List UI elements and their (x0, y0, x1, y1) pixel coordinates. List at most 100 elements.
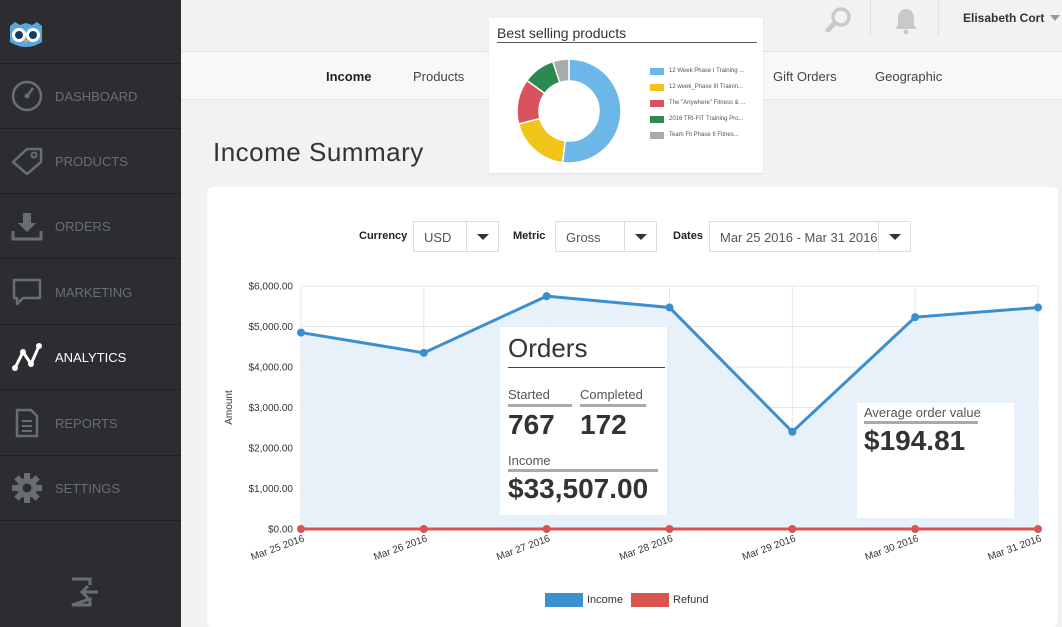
refund-point[interactable] (788, 525, 797, 533)
sidebar-item-label: ANALYTICS (55, 349, 127, 365)
legend-item[interactable]: 2016 TRI-FIT Training Pro... (650, 113, 745, 125)
income-point[interactable] (911, 313, 920, 322)
refund-point[interactable] (911, 525, 920, 533)
legend-label: Team Fit Phase II Fitnes... (669, 132, 739, 138)
legend-swatch (650, 83, 664, 91)
sidebar-item-label: ORDERS (55, 218, 111, 234)
tab-income[interactable]: Income (326, 69, 372, 84)
legend-item[interactable]: 12 Week Phase I Training ... (650, 65, 745, 77)
chevron-down-icon[interactable] (624, 222, 656, 251)
sidebar-item-dashboard[interactable]: DASHBOARD (0, 64, 181, 129)
y-tick-label: $4,000.00 (249, 363, 294, 374)
legend-label: 12 week_Phase III Trainin... (669, 84, 744, 90)
sidebar-item-marketing[interactable]: MARKETING (0, 260, 181, 325)
average-order-underline (864, 421, 978, 424)
tab-gift-orders[interactable]: Gift Orders (773, 69, 837, 84)
dates-value: Mar 25 2016 - Mar 31 2016 (720, 230, 878, 245)
sidebar-item-analytics[interactable]: ANALYTICS (0, 325, 181, 390)
x-tick-label: Mar 28 2016 (618, 533, 675, 563)
metric-label: Metric (513, 230, 546, 242)
sidebar-item-orders[interactable]: ORDERS (0, 194, 181, 259)
y-tick-label: $3,000.00 (249, 403, 294, 414)
metric-value: Gross (566, 230, 601, 245)
header-divider (870, 0, 871, 36)
donut-slice[interactable] (551, 58, 570, 84)
metric-select[interactable]: Gross (555, 221, 657, 252)
legend-swatch (631, 593, 669, 607)
best-selling-donut (516, 58, 622, 164)
income-point[interactable] (542, 292, 551, 301)
refund-point[interactable] (419, 525, 428, 533)
income-point[interactable] (665, 303, 674, 312)
chat-bubble-icon (10, 275, 44, 309)
owl-logo-icon (10, 22, 42, 47)
page-title: Income Summary (213, 137, 424, 167)
income-point[interactable] (419, 348, 428, 357)
average-order-summary: Average order value $194.81 (857, 403, 1014, 518)
legend-item[interactable]: 12 week_Phase III Trainin... (650, 81, 745, 93)
income-point[interactable] (788, 427, 797, 436)
legend-label: Refund (673, 594, 709, 606)
bell-icon[interactable] (893, 6, 919, 34)
donut-slice[interactable] (561, 58, 622, 164)
income-underline (508, 469, 658, 472)
currency-select[interactable]: USD (413, 221, 499, 252)
document-icon (10, 406, 44, 440)
completed-underline (580, 404, 646, 407)
refund-point[interactable] (665, 525, 674, 533)
sidebar-item-label: PRODUCTS (55, 153, 128, 169)
refund-point[interactable] (1034, 525, 1042, 533)
x-tick-label: Mar 29 2016 (741, 533, 798, 563)
legend-label: The "Anywhere" Fitness & ... (669, 100, 746, 106)
x-tick-label: Mar 31 2016 (986, 533, 1043, 563)
x-tick-label: Mar 26 2016 (372, 533, 429, 563)
started-label: Started (508, 387, 550, 402)
chevron-down-icon[interactable] (1050, 15, 1060, 21)
sidebar-item-products[interactable]: PRODUCTS (0, 129, 181, 194)
download-icon (10, 209, 44, 243)
legend-income[interactable]: Income (545, 593, 623, 607)
currency-label: Currency (359, 230, 408, 242)
income-area (301, 296, 1038, 529)
tab-geographic[interactable]: Geographic (875, 69, 943, 84)
currency-value: USD (424, 230, 452, 245)
header-divider (938, 0, 939, 36)
dates-select[interactable]: Mar 25 2016 - Mar 31 2016 (709, 221, 911, 252)
legend-refund[interactable]: Refund (631, 593, 708, 607)
orders-title: Orders (508, 333, 588, 363)
divider (508, 367, 665, 368)
chevron-down-icon[interactable] (466, 222, 498, 251)
y-axis-label: Amount (224, 390, 235, 425)
y-tick-label: $2,000.00 (249, 444, 294, 455)
legend-item[interactable]: Team Fit Phase II Fitnes... (650, 129, 745, 141)
refund-point[interactable] (297, 525, 305, 533)
legend-label: Income (587, 594, 624, 606)
best-selling-popup: Best selling products 12 Week Phase I Tr… (489, 18, 763, 173)
divider (497, 42, 757, 43)
x-tick-label: Mar 30 2016 (864, 533, 921, 563)
app-logo[interactable] (0, 0, 181, 64)
sidebar-item-label: SETTINGS (55, 480, 121, 496)
income-point[interactable] (297, 328, 305, 337)
best-selling-legend: 12 Week Phase I Training ... 12 week_Pha… (650, 65, 745, 145)
donut-slice[interactable] (517, 117, 567, 164)
search-icon[interactable] (825, 6, 853, 34)
y-tick-label: $5,000.00 (249, 322, 294, 333)
sidebar-item-reports[interactable]: REPORTS (0, 391, 181, 456)
income-point[interactable] (1034, 303, 1042, 312)
legend-item[interactable]: The "Anywhere" Fitness & ... (650, 97, 745, 109)
average-order-value: $194.81 (864, 425, 966, 456)
tab-products[interactable]: Products (413, 69, 465, 84)
user-menu[interactable]: Elisabeth Cort (963, 11, 1045, 25)
sidebar-item-settings[interactable]: SETTINGS (0, 456, 181, 521)
logout-icon[interactable] (68, 575, 102, 609)
income-value: $33,507.00 (508, 473, 649, 504)
chevron-down-icon[interactable] (878, 222, 910, 251)
legend-swatch (650, 115, 664, 123)
sidebar-item-label: DASHBOARD (55, 88, 138, 104)
refund-point[interactable] (542, 525, 551, 533)
tag-icon (10, 144, 44, 178)
orders-summary: Orders Started 767 Completed 172 Income … (500, 327, 667, 515)
started-underline (508, 404, 572, 407)
legend-swatch (650, 131, 664, 139)
